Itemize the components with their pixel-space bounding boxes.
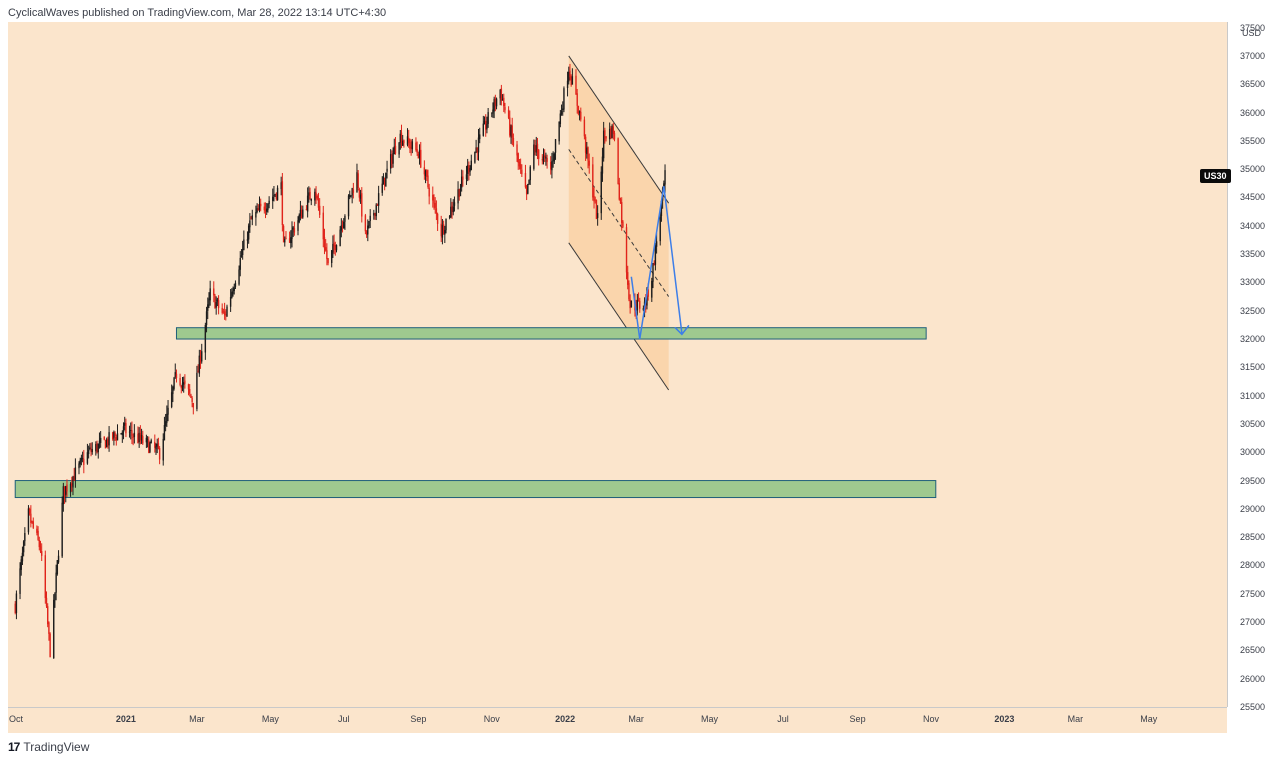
channel-upper-line (568, 55, 670, 204)
price-tick-label: 25500 (1240, 702, 1266, 712)
price-tick-label: 35500 (1240, 135, 1266, 146)
price-tick-label: 33000 (1240, 277, 1266, 288)
time-tick-label: 2021 (115, 714, 136, 724)
publish-header: CyclicalWaves published on TradingView.c… (8, 7, 387, 19)
price-tick-label: 37000 (1240, 50, 1266, 61)
channel-mid-line (568, 149, 670, 297)
support-zone-2 (14, 480, 937, 499)
time-tick-label: Mar (189, 714, 205, 724)
currency-label: USD (1242, 28, 1262, 38)
price-tick-label: 32000 (1240, 334, 1266, 345)
time-tick-label: May (261, 714, 279, 724)
price-tick-label: 27500 (1240, 588, 1266, 599)
time-tick-label: Mar (1067, 714, 1084, 724)
brand-name: TradingView (23, 740, 90, 754)
price-tick-label: 35000 (1240, 164, 1266, 175)
time-tick-label: Nov (922, 714, 939, 724)
price-tick-label: 36000 (1240, 107, 1266, 118)
support-zone-1 (175, 327, 927, 340)
time-tick-label: May (1140, 714, 1158, 724)
price-tick-label: 27000 (1240, 617, 1266, 628)
price-tick-label: 28000 (1240, 560, 1266, 571)
time-tick-label: May (701, 714, 719, 724)
candles (14, 63, 666, 659)
price-chart[interactable] (8, 22, 1227, 707)
projection-arrowhead (674, 324, 690, 336)
time-tick-label: 2023 (994, 714, 1015, 724)
price-tick-label: 33500 (1240, 249, 1266, 260)
tradingview-logo: 17 (8, 740, 20, 754)
price-tick-label: 26000 (1240, 673, 1266, 684)
last-price-label: US30 (1200, 169, 1231, 184)
time-tick-label: Sep (849, 714, 866, 724)
time-tick-label: Jul (777, 714, 789, 724)
time-tick-label: 2022 (555, 714, 576, 724)
chart-background (8, 22, 1227, 707)
price-tick-label: 31500 (1240, 362, 1266, 373)
time-axis[interactable]: Oct 2021 Mar May Jul Sep Nov 2022 Mar May Jul Sep No… (8, 707, 1227, 733)
price-tick-label: 37500 (1240, 22, 1266, 33)
price-tick-label: 29000 (1240, 503, 1266, 514)
price-tick-label: 32500 (1240, 305, 1266, 316)
price-axis[interactable]: USD 37500 37000 36500 36000 35500 35000 34500 3… (1200, 22, 1280, 712)
price-tick-label: 34000 (1240, 220, 1266, 231)
price-tick-label: 28500 (1240, 532, 1266, 543)
support-zones[interactable] (14, 327, 937, 499)
projection-line (630, 186, 683, 340)
time-tick-label: Jul (337, 714, 350, 724)
time-tick-label: Nov (483, 714, 500, 724)
footer: 17 TradingView (8, 738, 89, 756)
projection-arrow[interactable] (630, 186, 690, 340)
time-tick-label: Sep (410, 714, 427, 724)
chart-canvas[interactable] (8, 22, 1227, 707)
time-tick-label: Mar (628, 714, 644, 724)
time-tick-label: Oct (8, 714, 24, 724)
price-tick-label: 34500 (1240, 192, 1266, 203)
channel-lower-line (568, 242, 670, 391)
price-tick-label: 26500 (1240, 645, 1266, 656)
price-tick-label: 36500 (1240, 79, 1266, 90)
price-tick-label: 29500 (1240, 475, 1266, 486)
price-tick-label: 31000 (1240, 390, 1266, 401)
price-tick-label: 30000 (1240, 447, 1266, 458)
price-tick-label: 30500 (1240, 418, 1266, 429)
